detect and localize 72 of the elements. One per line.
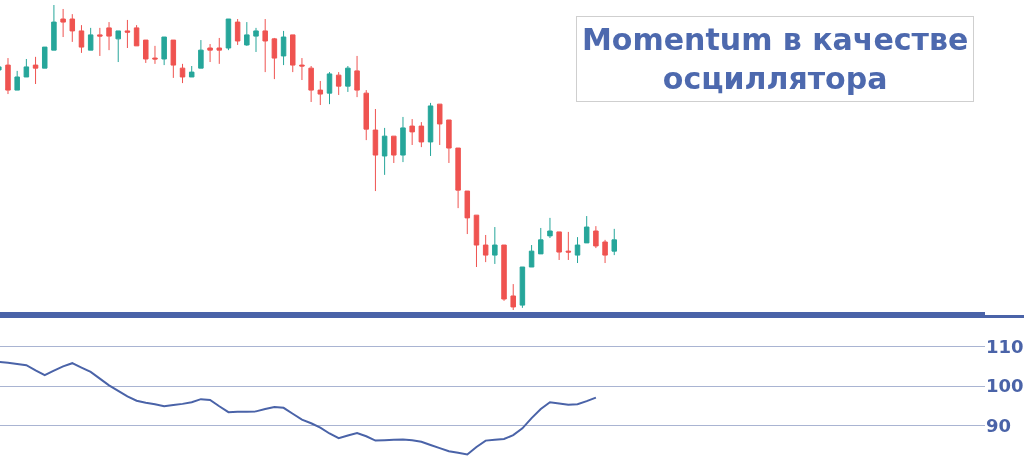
candlestick (87, 27, 94, 51)
line-series (0, 361, 597, 456)
candlestick (345, 65, 351, 93)
candlestick (23, 58, 30, 78)
candlestick (455, 147, 461, 209)
candlestick (97, 27, 103, 57)
candlestick (41, 46, 48, 69)
candlestick (547, 217, 553, 239)
candlestick (308, 65, 314, 103)
candlestick (602, 239, 608, 264)
candlestick (234, 18, 241, 46)
candlestick (611, 228, 618, 256)
candlestick (280, 30, 287, 66)
candlestick (501, 244, 507, 302)
candlestick (574, 236, 581, 264)
candlestick (262, 18, 268, 73)
candlestick (446, 119, 452, 164)
candlestick (464, 190, 471, 235)
candlestick (519, 266, 526, 309)
candlestick (528, 244, 535, 268)
candlestick (271, 37, 278, 80)
candlestick (188, 65, 195, 78)
candlestick (244, 21, 250, 47)
y-tick-label: 90 (986, 414, 1012, 436)
candlestick (161, 36, 167, 66)
candlestick (391, 135, 397, 164)
candlestick (436, 103, 443, 146)
candlestick (124, 19, 131, 49)
candlestick (152, 45, 158, 65)
candlestick (510, 283, 516, 311)
candlestick (381, 127, 388, 176)
candlestick (198, 39, 204, 69)
y-tick-label: 100 (986, 375, 1024, 397)
candlestick (60, 8, 66, 38)
candlestick (400, 116, 406, 163)
candlestick (418, 121, 425, 148)
candlestick (225, 18, 232, 51)
candlestick (216, 37, 223, 65)
candlestick (106, 21, 112, 51)
candlestick (583, 215, 590, 244)
candlestick (51, 4, 57, 51)
candlestick (317, 80, 324, 106)
candlestick (363, 89, 369, 141)
candlestick (335, 71, 342, 96)
candlestick (482, 234, 489, 263)
candlestick (299, 57, 305, 81)
candlestick (179, 63, 186, 84)
candlestick (14, 70, 20, 91)
candlestick (565, 231, 572, 261)
candlestick (473, 214, 480, 268)
candlestick (170, 39, 177, 79)
candlestick (143, 39, 149, 64)
candlestick (207, 43, 213, 63)
candlestick (115, 30, 121, 63)
candlestick (326, 71, 333, 105)
candlestick (290, 34, 296, 73)
text: Momentum в качестве осциллятора (582, 22, 969, 96)
candlestick (5, 57, 11, 95)
candlestick (69, 13, 76, 43)
candlestick (593, 225, 599, 249)
candlestick (492, 226, 498, 265)
candlestick (78, 24, 85, 54)
candlestick (556, 231, 562, 261)
candlestick (32, 56, 39, 85)
candlestick (538, 227, 544, 255)
candlestick (133, 24, 140, 47)
candlestick (354, 55, 360, 98)
y-tick-label: 110 (986, 335, 1024, 357)
candlestick (372, 108, 379, 192)
candlestick (409, 118, 415, 146)
candlestick (253, 27, 259, 53)
candlestick (427, 102, 434, 157)
